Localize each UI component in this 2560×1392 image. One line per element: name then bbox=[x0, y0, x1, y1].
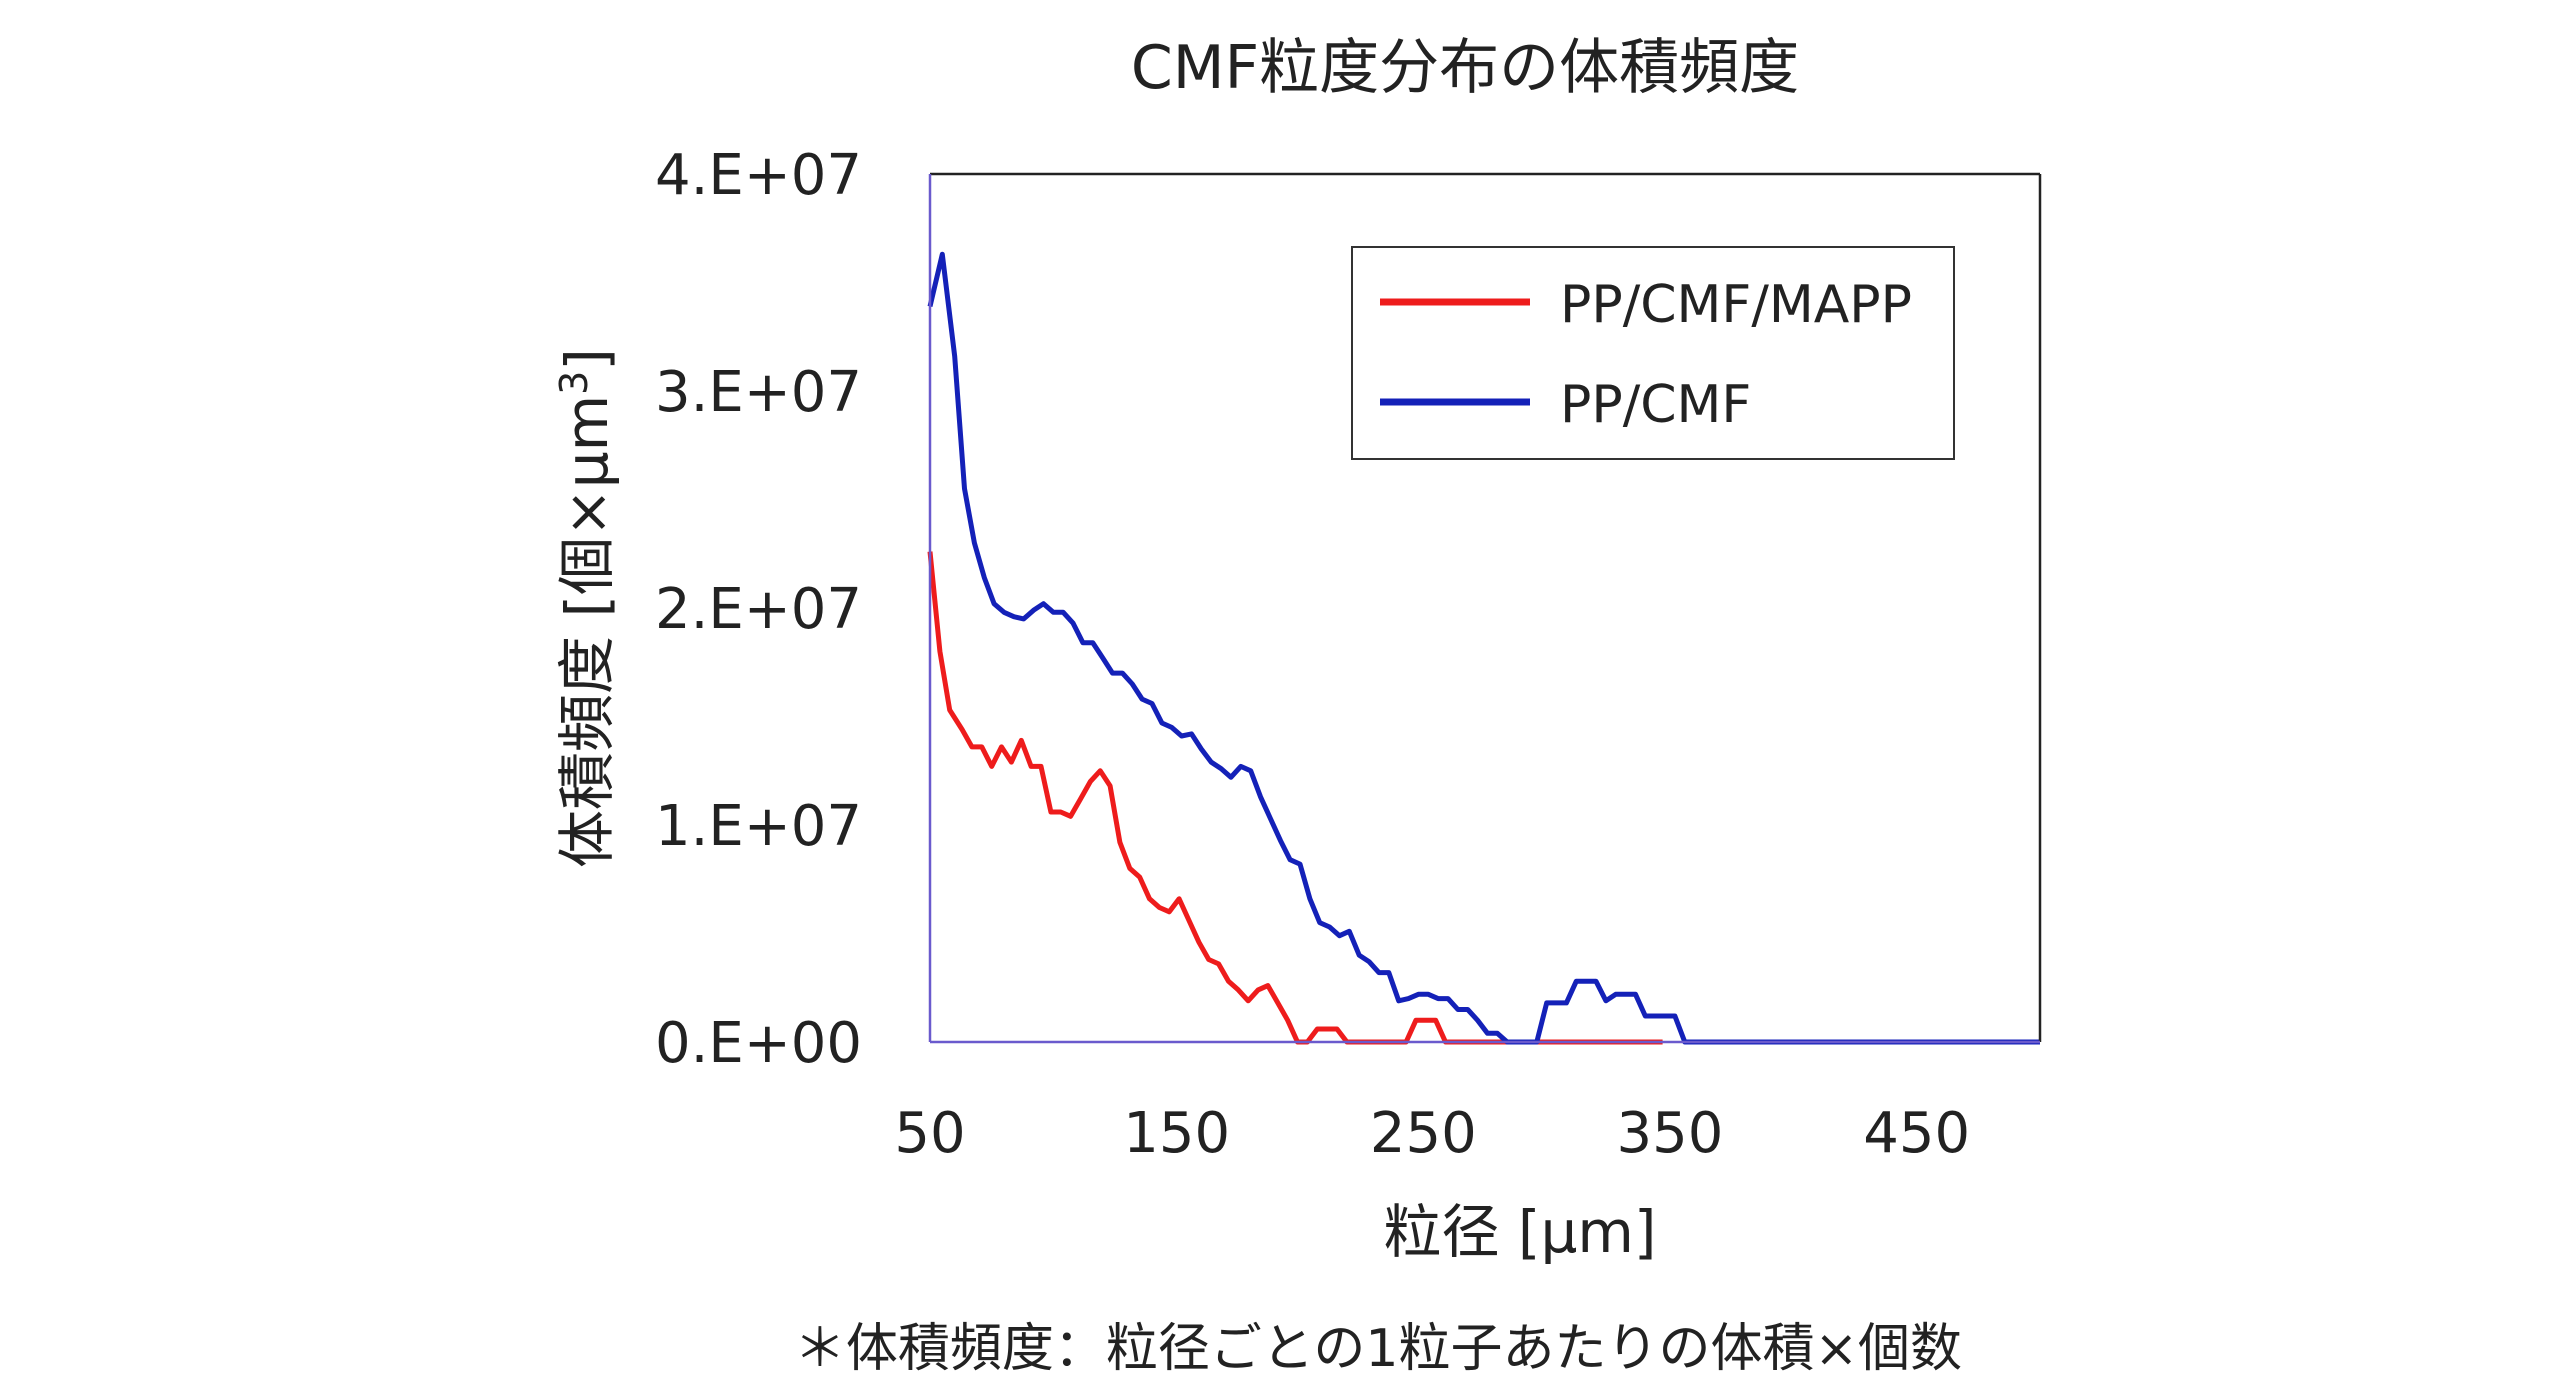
y-tick-label: 2.E+07 bbox=[655, 577, 862, 642]
legend-label-pp-cmf: PP/CMF bbox=[1560, 375, 1751, 435]
y-tick-label: 4.E+07 bbox=[655, 143, 862, 208]
x-tick-label: 350 bbox=[1617, 1101, 1724, 1166]
y-tick-label: 0.E+00 bbox=[655, 1011, 862, 1076]
x-tick-label: 250 bbox=[1370, 1101, 1477, 1166]
legend-box bbox=[1351, 246, 1955, 460]
legend-label-pp-cmf-mapp: PP/CMF/MAPP bbox=[1560, 275, 1912, 335]
y-tick-labels: 0.E+00 1.E+07 2.E+07 3.E+07 4.E+07 bbox=[655, 143, 862, 1076]
x-axis-label: 粒径 [μm] bbox=[1383, 1198, 1656, 1266]
y-axis-label: 体積頻度 [個×μm3] bbox=[552, 348, 621, 868]
x-tick-label: 50 bbox=[894, 1101, 965, 1166]
y-axis-label-sup: 3 bbox=[552, 371, 596, 395]
y-tick-label: 3.E+07 bbox=[655, 360, 862, 425]
y-axis-label-main: 体積頻度 [個×μm bbox=[553, 395, 621, 868]
footnote: ＊体積頻度：粒径ごとの1粒子あたりの体積×個数 bbox=[794, 1319, 1962, 1379]
y-tick-label: 1.E+07 bbox=[655, 794, 862, 859]
chart-title: CMF粒度分布の体積頻度 bbox=[1131, 33, 1799, 103]
y-axis-label-end: ] bbox=[553, 348, 621, 371]
x-tick-labels: 50 150 250 350 450 bbox=[894, 1101, 1970, 1166]
x-tick-label: 450 bbox=[1863, 1101, 1970, 1166]
x-tick-label: 150 bbox=[1123, 1101, 1230, 1166]
